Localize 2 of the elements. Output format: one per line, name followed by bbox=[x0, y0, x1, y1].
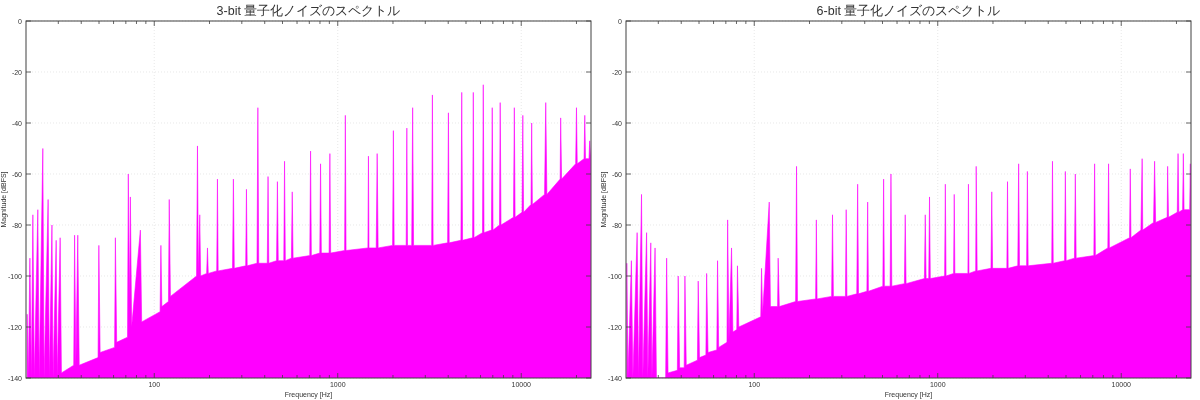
chart-title: 6-bit 量子化ノイズのスペクトル bbox=[816, 4, 1001, 18]
chart-title: 3-bit 量子化ノイズのスペクトル bbox=[216, 4, 401, 18]
